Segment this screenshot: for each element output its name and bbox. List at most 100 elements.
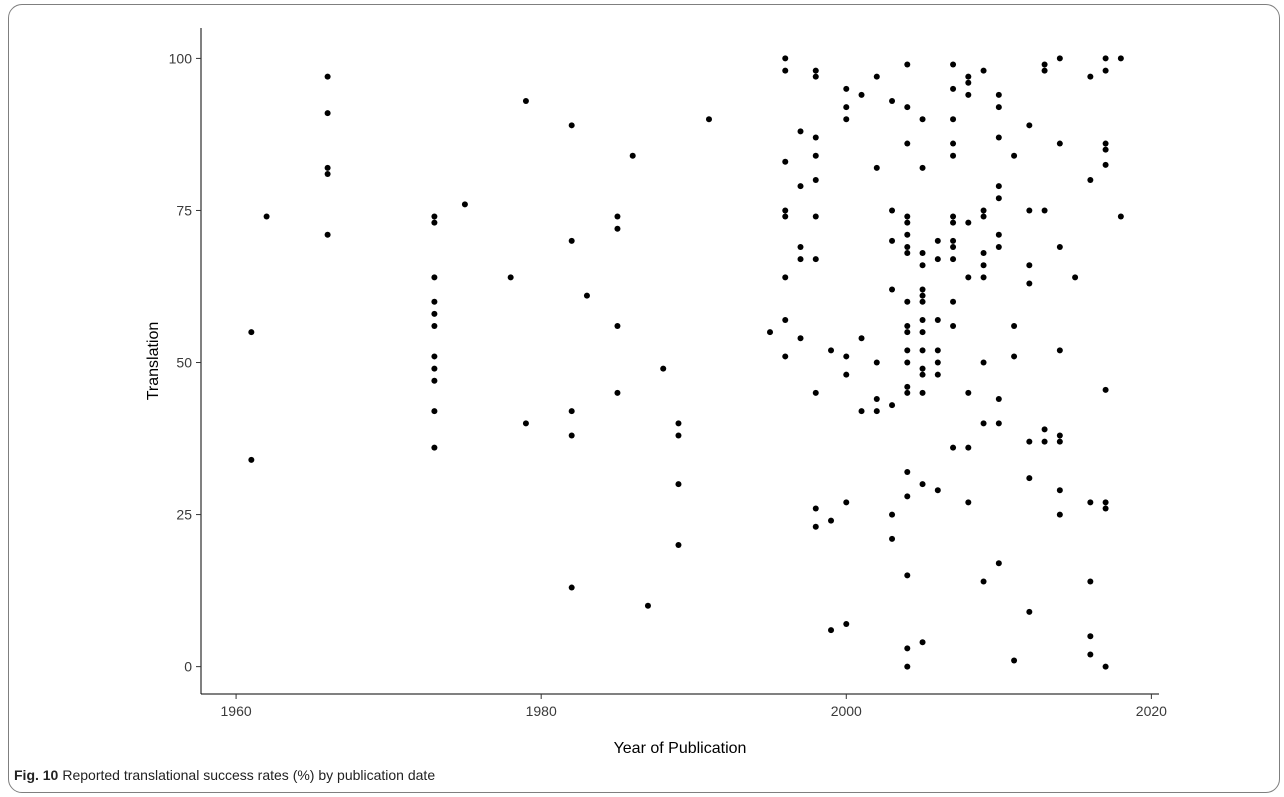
data-point	[843, 116, 850, 123]
data-point	[1056, 55, 1063, 62]
figure-frame	[8, 4, 1280, 793]
data-point	[797, 243, 804, 250]
data-point	[934, 316, 941, 323]
data-point	[980, 250, 987, 257]
data-point	[324, 170, 331, 177]
data-point	[782, 274, 789, 281]
data-point	[889, 535, 896, 542]
data-point	[904, 298, 911, 305]
data-point	[1011, 657, 1018, 664]
data-point	[614, 323, 621, 330]
data-point	[431, 444, 438, 451]
data-point	[782, 213, 789, 220]
data-point	[1102, 67, 1109, 74]
data-point	[1102, 161, 1109, 168]
data-points	[248, 55, 1124, 670]
data-point	[919, 116, 926, 123]
data-point	[461, 201, 468, 208]
data-point	[1041, 67, 1048, 74]
data-point	[248, 456, 255, 463]
data-point	[919, 298, 926, 305]
data-point	[568, 432, 575, 439]
data-point	[965, 73, 972, 80]
data-point	[324, 110, 331, 117]
data-point	[812, 134, 819, 141]
data-point	[980, 67, 987, 74]
data-point	[782, 207, 789, 214]
data-point	[812, 256, 819, 263]
data-point	[1102, 140, 1109, 147]
data-point	[950, 444, 957, 451]
data-point	[614, 213, 621, 220]
data-point	[1056, 347, 1063, 354]
data-point	[904, 61, 911, 68]
data-point	[522, 420, 529, 427]
data-point	[889, 402, 896, 409]
data-point	[324, 73, 331, 80]
data-point	[1026, 475, 1033, 482]
data-point	[522, 97, 529, 104]
data-point	[675, 432, 682, 439]
data-point	[843, 371, 850, 378]
data-point	[1011, 152, 1018, 159]
data-point	[767, 329, 774, 336]
data-point	[431, 219, 438, 226]
data-point	[934, 256, 941, 263]
data-point	[995, 560, 1002, 567]
data-point	[431, 408, 438, 415]
data-point	[904, 469, 911, 475]
x-ticks: 1960 1980 2000 2020	[221, 694, 1167, 719]
data-point	[828, 347, 835, 354]
data-point	[980, 213, 987, 220]
data-point	[919, 389, 926, 396]
data-point	[1102, 55, 1109, 62]
data-point	[324, 164, 331, 171]
y-tick-label: 0	[184, 659, 192, 675]
data-point	[1026, 438, 1033, 445]
data-point	[1026, 608, 1033, 615]
y-tick-label: 25	[176, 507, 192, 523]
data-point	[843, 499, 850, 506]
data-point	[1102, 505, 1109, 512]
data-point	[797, 128, 804, 135]
data-point	[919, 371, 926, 378]
data-point	[431, 310, 438, 317]
data-point	[965, 91, 972, 98]
data-point	[1087, 73, 1094, 80]
data-point	[1056, 243, 1063, 250]
data-point	[995, 183, 1002, 190]
data-point	[782, 67, 789, 74]
data-point	[843, 85, 850, 92]
data-point	[904, 104, 911, 111]
data-point	[873, 164, 880, 171]
data-point	[889, 237, 896, 244]
data-point	[1072, 274, 1079, 281]
data-point	[1011, 353, 1018, 360]
data-point	[568, 122, 575, 129]
data-point	[675, 481, 682, 488]
data-point	[812, 213, 819, 220]
data-point	[797, 335, 804, 342]
data-point	[950, 85, 957, 92]
data-point	[995, 195, 1002, 202]
data-point	[965, 499, 972, 506]
data-point	[1026, 207, 1033, 214]
data-point	[1087, 177, 1094, 184]
data-point	[1102, 499, 1109, 506]
data-point	[1102, 386, 1109, 393]
data-point	[904, 140, 911, 147]
data-point	[583, 292, 590, 299]
y-axis-title: Translation	[145, 322, 162, 401]
data-point	[950, 152, 957, 159]
data-point	[431, 298, 438, 305]
data-point	[934, 347, 941, 354]
data-point	[828, 517, 835, 524]
data-point	[904, 663, 911, 670]
figure-caption-text: Reported translational success rates (%)…	[62, 767, 436, 783]
data-point	[1011, 323, 1018, 330]
x-tick-label: 2020	[1136, 703, 1167, 719]
x-axis-title: Year of Publication	[614, 740, 747, 757]
data-point	[507, 274, 514, 281]
data-point	[919, 292, 926, 299]
data-point	[1041, 207, 1048, 214]
